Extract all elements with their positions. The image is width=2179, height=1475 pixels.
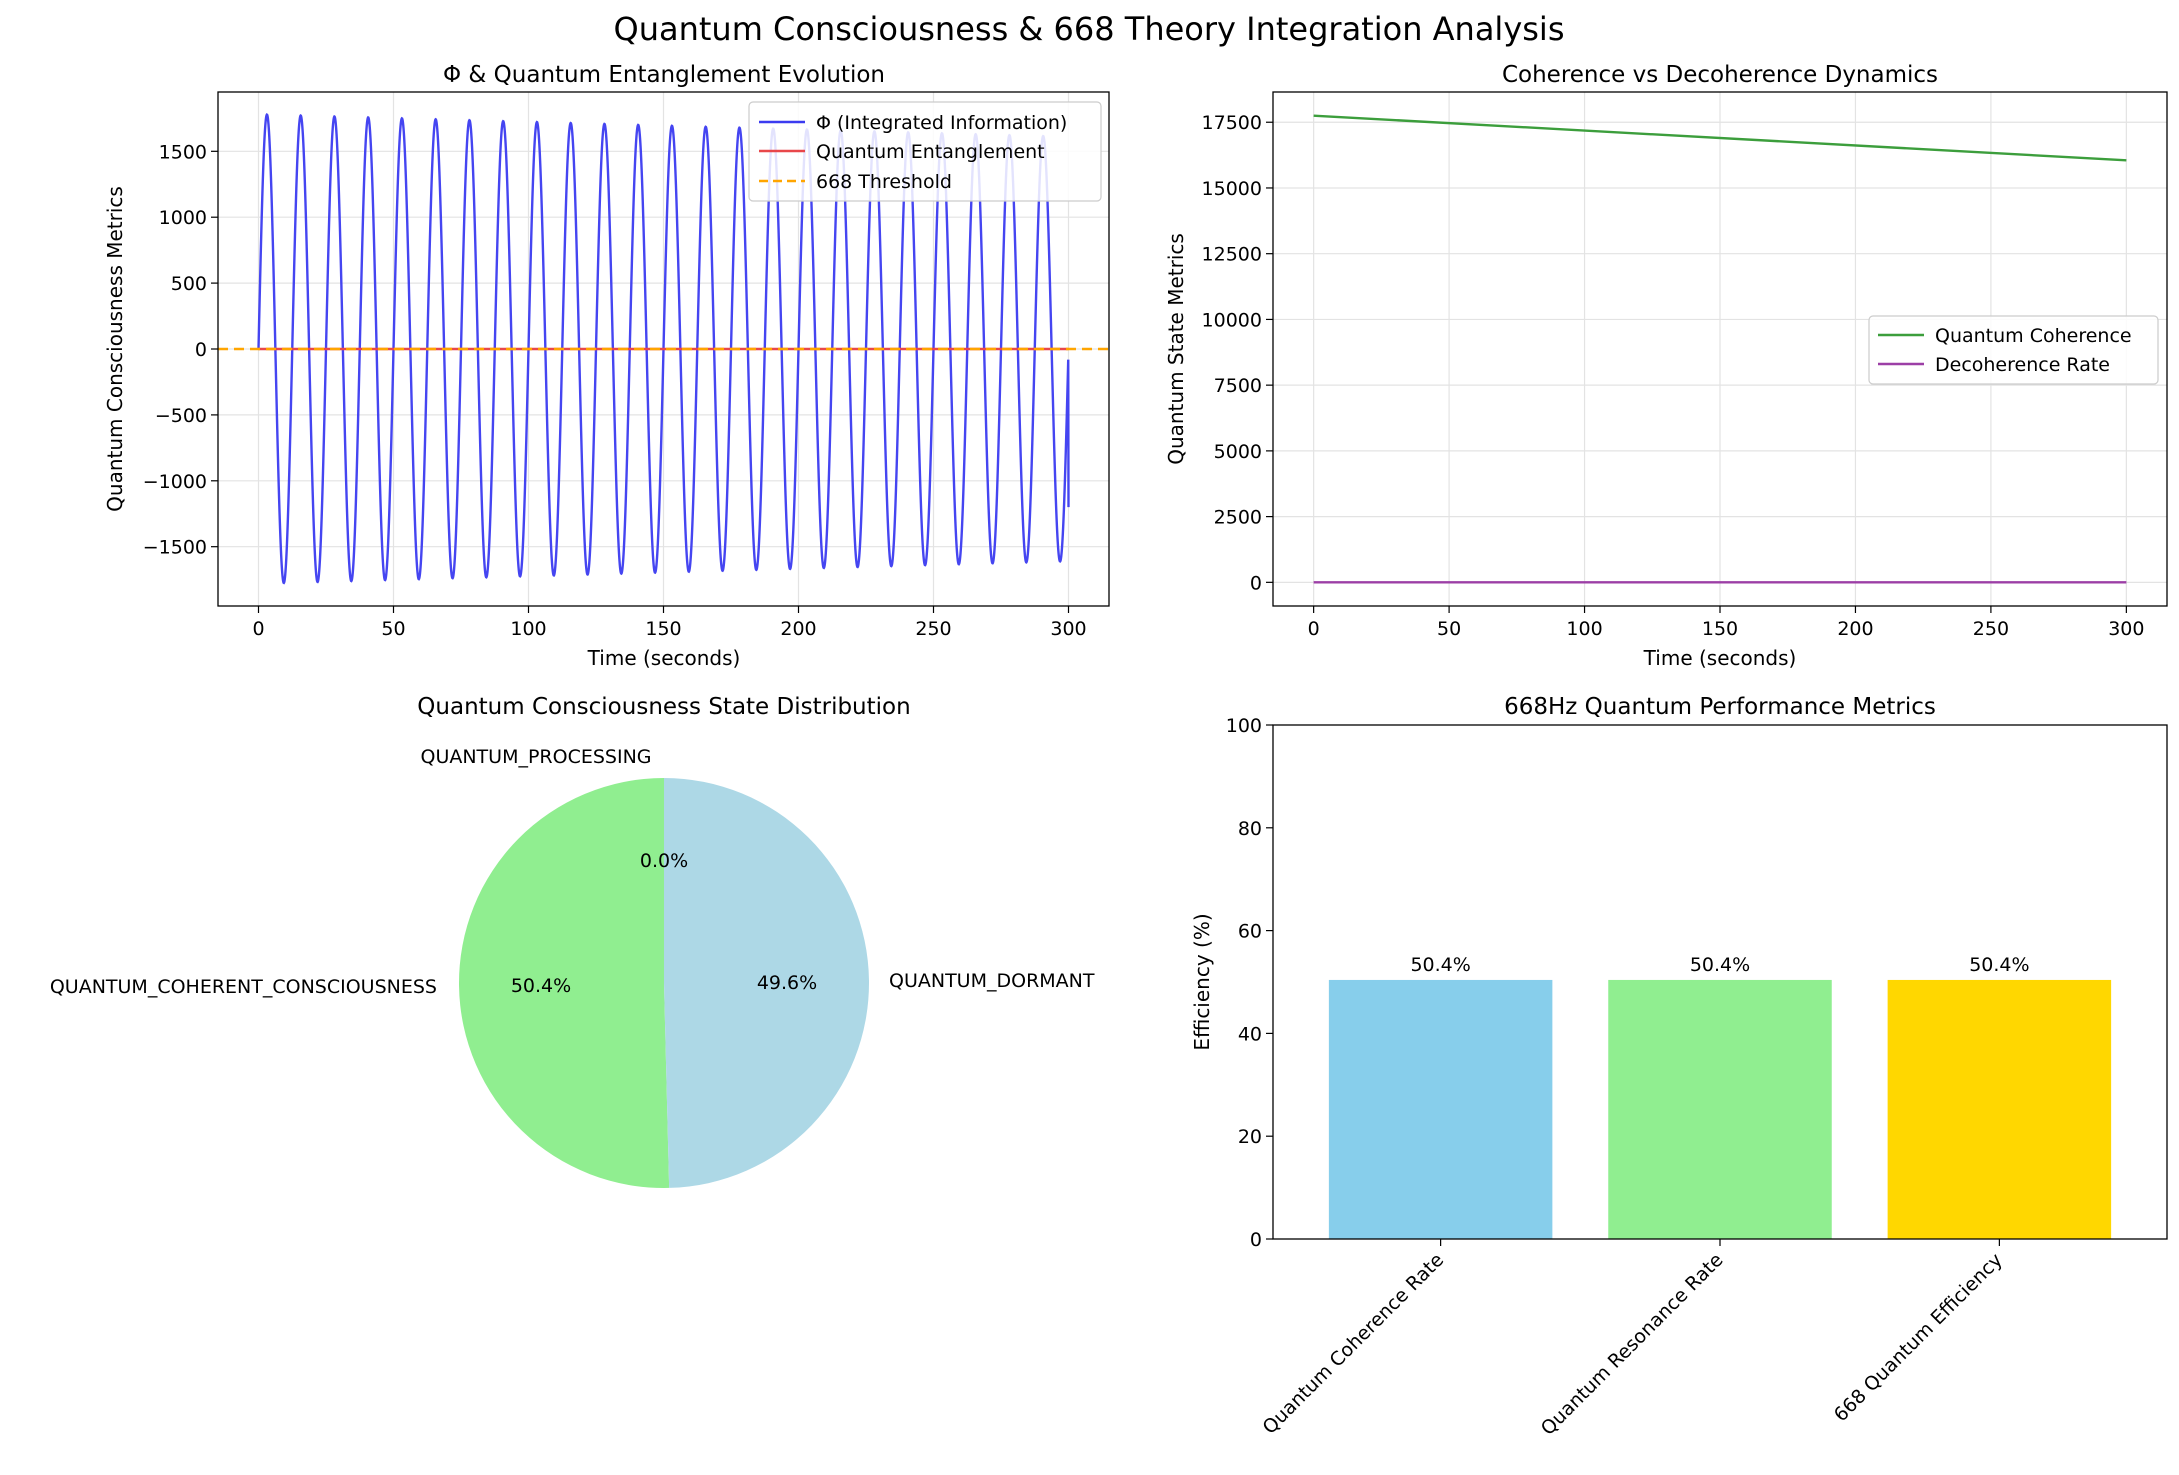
- pie-label-quantum-coherent-consciousness: QUANTUM_COHERENT_CONSCIOUSNESS: [50, 976, 437, 998]
- coherence-chart-y-ticks: 0 2500 5000 7500 10000 12500 15000 17500: [1202, 112, 1273, 594]
- phi-chart-xlabel: Time (seconds): [587, 646, 741, 670]
- y-tick-label: 500: [171, 273, 207, 295]
- pie-pct-quantum-coherent-consciousness: 50.4%: [511, 975, 571, 997]
- x-tick-label: 200: [1837, 618, 1873, 640]
- x-tick-label: 200: [780, 618, 816, 640]
- x-tick-label: 0: [1308, 618, 1320, 640]
- phi-chart-lines: [218, 113, 1109, 585]
- y-tick-label: 15000: [1202, 178, 1262, 200]
- coherence-decoherence-chart: Coherence vs Decoherence Dynamics 0 50 100…: [1164, 62, 2168, 670]
- bar-chart-bars: 50.4% 50.4% 50.4%: [1328, 954, 2112, 1239]
- y-tick-label: 1000: [159, 207, 207, 229]
- coherence-legend-box: [1868, 315, 2159, 385]
- figure-title: Quantum Consciousness & 668 Theory Integ…: [614, 10, 1565, 48]
- y-tick-label: 1500: [159, 141, 207, 163]
- bar: [1608, 979, 1832, 1239]
- bar-value-label: 50.4%: [1969, 954, 2029, 976]
- y-tick-label: 0: [1250, 1229, 1262, 1251]
- phi-legend-label-phi: Φ (Integrated Information): [816, 112, 1067, 134]
- phi-legend-label-entanglement: Quantum Entanglement: [816, 141, 1045, 163]
- y-tick-label: 80: [1238, 818, 1262, 840]
- phi-chart-title: Φ & Quantum Entanglement Evolution: [443, 62, 885, 88]
- phi-chart-y-ticks: −1500 −1000 −500 0 500 1000 1500: [143, 141, 218, 559]
- x-tick-label: 0: [252, 618, 264, 640]
- y-tick-label: 60: [1238, 921, 1262, 943]
- x-tick-label: 150: [1702, 618, 1738, 640]
- y-tick-label: 12500: [1202, 244, 1262, 266]
- x-tick-label: 100: [510, 618, 546, 640]
- coherence-chart-legend: Quantum Coherence Decoherence Rate: [1868, 315, 2159, 385]
- x-tick-label: 50: [381, 618, 405, 640]
- coherence-chart-xlabel: Time (seconds): [1643, 646, 1797, 670]
- coherence-legend-label-decoherence: Decoherence Rate: [1935, 354, 2110, 376]
- y-tick-label: 40: [1238, 1023, 1262, 1045]
- x-tick-label: 50: [1437, 618, 1461, 640]
- bar-value-label: 50.4%: [1410, 954, 1470, 976]
- coherence-series-line: [1313, 114, 2127, 162]
- y-tick-label: 20: [1238, 1126, 1262, 1148]
- x-tick-label: 150: [645, 618, 681, 640]
- y-tick-label: 100: [1226, 715, 1262, 737]
- phi-entanglement-chart: Φ & Quantum Entanglement Evolution 0 50 10…: [103, 62, 1110, 670]
- bar-value-label: 50.4%: [1690, 954, 1750, 976]
- x-tick-label: 300: [1050, 618, 1086, 640]
- coherence-chart-lines: [1313, 114, 2127, 584]
- phi-legend-box: [748, 101, 1102, 202]
- bar-chart-ylabel: Efficiency (%): [1190, 913, 1214, 1050]
- y-tick-label: 0: [195, 339, 207, 361]
- phi-chart-ylabel: Quantum Consciousness Metrics: [103, 186, 127, 512]
- pie-labels: QUANTUM_PROCESSING 0.0% QUANTUM_COHERENT…: [50, 746, 1095, 998]
- pie-pct-quantum-processing: 0.0%: [640, 850, 688, 872]
- x-tick-label: 100: [1566, 618, 1602, 640]
- pie-label-quantum-processing: QUANTUM_PROCESSING: [420, 746, 651, 768]
- state-distribution-pie-chart: Quantum Consciousness State Distribution…: [50, 694, 1095, 1188]
- coherence-chart-x-ticks: 0 50 100 150 200 250 300: [1308, 606, 2144, 640]
- y-tick-label: −500: [155, 405, 207, 427]
- y-tick-label: 0: [1250, 572, 1262, 594]
- coherence-chart-ylabel: Quantum State Metrics: [1164, 233, 1188, 465]
- y-tick-label: 5000: [1214, 441, 1262, 463]
- x-tick-label: 250: [915, 618, 951, 640]
- y-tick-label: −1500: [143, 537, 207, 559]
- x-tick-label: 250: [1973, 618, 2009, 640]
- pie-label-quantum-dormant: QUANTUM_DORMANT: [889, 970, 1095, 992]
- y-tick-label: 17500: [1202, 112, 1262, 134]
- y-tick-label: 10000: [1202, 309, 1262, 331]
- y-tick-label: −1000: [143, 471, 207, 493]
- pie-slices: [459, 778, 870, 1188]
- bar-chart-title: 668Hz Quantum Performance Metrics: [1504, 694, 1936, 720]
- x-tick-label: 300: [2108, 618, 2144, 640]
- phi-chart-x-ticks: 0 50 100 150 200 250 300: [252, 606, 1087, 640]
- pie-slice-quantum-coherent-consciousness: [459, 778, 670, 1188]
- coherence-chart-title: Coherence vs Decoherence Dynamics: [1502, 62, 1938, 88]
- bar: [1328, 979, 1553, 1239]
- bar-chart-y-ticks: 0 20 40 60 80 100: [1226, 715, 1273, 1251]
- pie-slice-quantum-dormant: [664, 778, 870, 1188]
- pie-pct-quantum-dormant: 49.6%: [757, 972, 817, 994]
- coherence-legend-label-coherence: Quantum Coherence: [1935, 325, 2132, 347]
- phi-legend-label-threshold: 668 Threshold: [816, 171, 952, 193]
- bar: [1887, 979, 2112, 1239]
- y-tick-label: 7500: [1214, 375, 1262, 397]
- phi-chart-legend: Φ (Integrated Information) Quantum Entan…: [748, 101, 1102, 202]
- y-tick-label: 2500: [1214, 507, 1262, 529]
- pie-chart-title: Quantum Consciousness State Distribution: [417, 694, 910, 720]
